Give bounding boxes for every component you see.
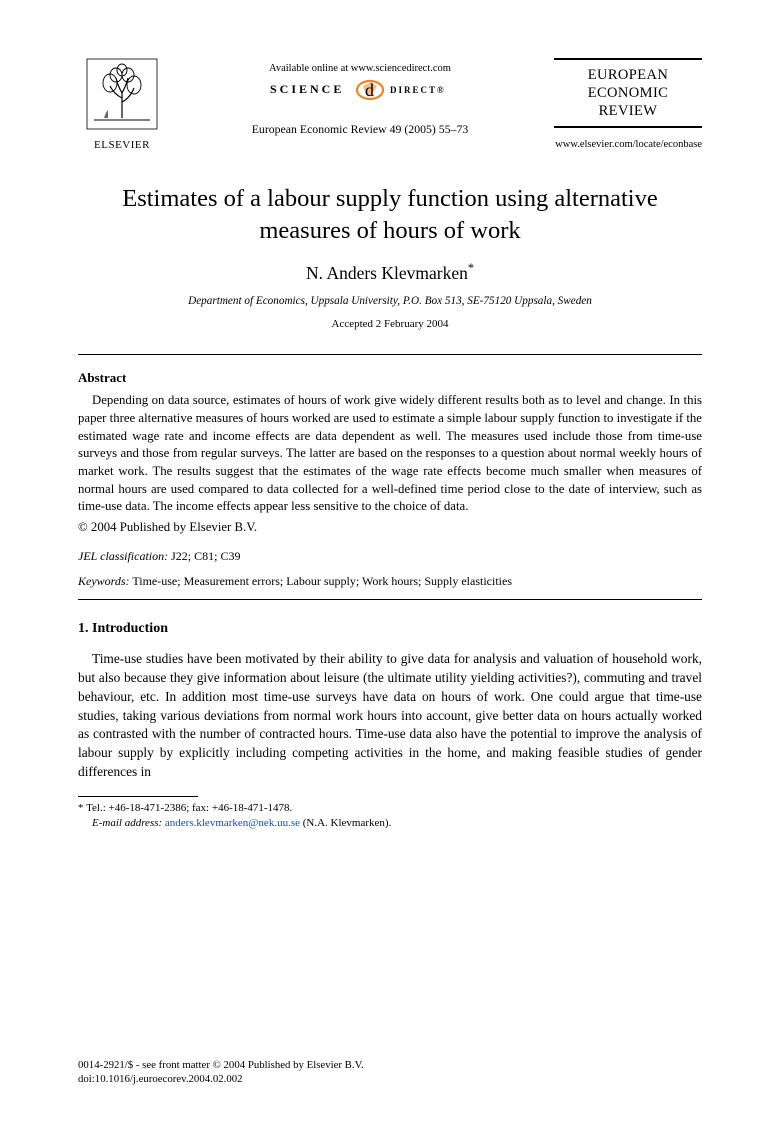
issn-line: 0014-2921/$ - see front matter © 2004 Pu… [78,1058,702,1073]
accepted-date: Accepted 2 February 2004 [78,317,702,332]
journal-logo: EUROPEAN ECONOMIC REVIEW [554,58,702,128]
abstract-text: Depending on data source, estimates of h… [78,392,702,516]
jel-codes: J22; C81; C39 [171,549,240,563]
svg-text:DIRECT®: DIRECT® [390,85,446,95]
author-marker: * [468,261,474,275]
right-header: EUROPEAN ECONOMIC REVIEW www.elsevier.co… [554,58,702,153]
author-email-link[interactable]: anders.klevmarken@nek.uu.se [165,817,300,829]
article-title: Estimates of a labour supply function us… [108,183,672,247]
page-header: ELSEVIER Available online at www.science… [78,58,702,153]
center-header: Available online at www.sciencedirect.co… [166,58,554,138]
keywords-label: Keywords: [78,574,130,588]
journal-logo-line: ECONOMIC [557,84,699,102]
page-footer: 0014-2921/$ - see front matter © 2004 Pu… [78,1058,702,1087]
svg-text:SCIENCE: SCIENCE [270,82,344,96]
email-label: E-mail address: [92,817,162,829]
footnote-contact: * Tel.: +46-18-471-2386; fax: +46-18-471… [78,801,702,816]
publisher-name: ELSEVIER [78,138,166,153]
author-name: N. Anders Klevmarken* [78,260,702,285]
rule-below-keywords [78,599,702,600]
jel-label: JEL classification: [78,549,168,563]
journal-logo-line: EUROPEAN [557,66,699,84]
available-online-text: Available online at www.sciencedirect.co… [166,62,554,76]
abstract-copyright: © 2004 Published by Elsevier B.V. [78,519,702,536]
journal-citation: European Economic Review 49 (2005) 55–73 [166,122,554,138]
corresponding-footnote: * Tel.: +46-18-471-2386; fax: +46-18-471… [78,801,702,831]
author-text: N. Anders Klevmarken [306,263,468,283]
email-paren: (N.A. Klevmarken). [303,817,392,829]
intro-heading: 1. Introduction [78,620,702,639]
affiliation: Department of Economics, Uppsala Univers… [78,294,702,309]
doi-line: doi:10.1016/j.euroecorev.2004.02.002 [78,1072,702,1087]
science-direct-logo: SCIENCE DIRECT® d [270,79,450,101]
footnote-email-line: E-mail address: anders.klevmarken@nek.uu… [78,816,702,831]
abstract-body: Depending on data source, estimates of h… [78,392,702,516]
intro-para-1: Time-use studies have been motivated by … [78,650,702,781]
footnote-rule [78,796,198,797]
footnote-marker: * [78,802,84,814]
rule-above-abstract [78,354,702,355]
footnote-contact-text: Tel.: +46-18-471-2386; fax: +46-18-471-1… [86,802,292,814]
publisher-block: ELSEVIER [78,58,166,153]
journal-logo-line: REVIEW [557,102,699,120]
keywords-line: Keywords: Time-use; Measurement errors; … [78,573,702,589]
abstract-heading: Abstract [78,369,702,387]
keywords-text: Time-use; Measurement errors; Labour sup… [132,574,512,588]
svg-text:d: d [365,80,374,100]
jel-line: JEL classification: J22; C81; C39 [78,548,702,564]
elsevier-tree-logo [86,58,158,130]
journal-url: www.elsevier.com/locate/econbase [554,138,702,152]
